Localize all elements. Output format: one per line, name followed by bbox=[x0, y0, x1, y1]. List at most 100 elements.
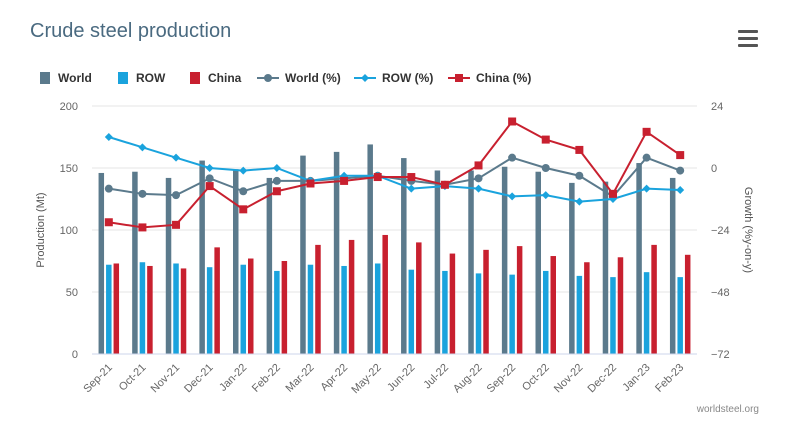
bar-row bbox=[173, 263, 179, 354]
legend-item[interactable]: ROW bbox=[118, 71, 166, 85]
bar-china bbox=[449, 253, 456, 354]
y-right-tick-label: −48 bbox=[711, 287, 730, 299]
legend-marker bbox=[264, 74, 272, 82]
x-tick-label: Nov-21 bbox=[149, 362, 183, 396]
y-left-axis-title: Production (Mt) bbox=[35, 192, 47, 267]
bar-world bbox=[165, 177, 172, 354]
point-row bbox=[272, 164, 281, 172]
point-china bbox=[373, 173, 382, 182]
chart-title: Crude steel production bbox=[30, 20, 232, 42]
x-tick-label: Jan-23 bbox=[620, 362, 652, 394]
x-tick-label: Apr-22 bbox=[318, 362, 350, 394]
bar-world bbox=[199, 160, 205, 354]
y-left-tick-label: 50 bbox=[66, 287, 78, 299]
bar-series bbox=[98, 144, 691, 354]
y-left-tick-label: 200 bbox=[60, 101, 78, 113]
bar-world bbox=[266, 177, 273, 354]
bar-china bbox=[416, 242, 422, 354]
legend-label: World (%) bbox=[285, 71, 341, 85]
legend-item[interactable]: World (%) bbox=[257, 71, 341, 85]
x-tick-label: Aug-22 bbox=[451, 362, 485, 396]
bar-row bbox=[307, 264, 314, 354]
bar-world bbox=[98, 172, 105, 354]
y-right-tick-label: −72 bbox=[711, 349, 730, 361]
bar-world bbox=[501, 166, 508, 354]
bar-row bbox=[677, 277, 683, 354]
x-tick-label: Oct-21 bbox=[117, 362, 149, 394]
bar-row bbox=[341, 265, 347, 354]
credits-text[interactable]: worldsteel.org bbox=[696, 404, 759, 415]
legend-item[interactable]: ROW (%) bbox=[354, 71, 433, 85]
bar-world bbox=[669, 177, 676, 354]
line-china bbox=[108, 120, 681, 229]
bar-row bbox=[206, 267, 213, 354]
legend-item[interactable]: China (%) bbox=[448, 71, 531, 85]
line-world bbox=[108, 156, 681, 198]
x-tick-label: Oct-22 bbox=[520, 362, 552, 394]
legend-marker bbox=[455, 74, 463, 82]
legend-label: ROW bbox=[136, 71, 166, 85]
bar-row bbox=[106, 264, 112, 354]
legend-label: ROW (%) bbox=[382, 71, 433, 85]
bar-china bbox=[248, 258, 254, 354]
point-row bbox=[407, 184, 416, 193]
bar-row bbox=[442, 270, 448, 354]
legend-swatch bbox=[118, 72, 128, 84]
bar-world bbox=[333, 151, 340, 354]
bar-row bbox=[374, 263, 381, 354]
bar-row bbox=[576, 275, 583, 354]
line-series bbox=[104, 117, 685, 232]
point-row bbox=[541, 191, 550, 200]
point-world bbox=[239, 187, 248, 196]
point-china bbox=[642, 127, 651, 136]
legend-label: China (%) bbox=[476, 71, 531, 85]
bar-world bbox=[300, 155, 306, 354]
point-world bbox=[138, 189, 147, 198]
x-tick-label: Sep-21 bbox=[81, 362, 115, 396]
bar-china bbox=[214, 247, 220, 354]
point-world bbox=[642, 153, 651, 162]
point-row bbox=[676, 185, 685, 194]
point-china bbox=[541, 135, 550, 144]
bar-world bbox=[367, 144, 373, 354]
hamburger-menu-icon[interactable] bbox=[738, 30, 758, 48]
bar-china bbox=[281, 261, 288, 354]
y-right-axis-title: Growth (%y-on-y) bbox=[742, 187, 754, 273]
bar-row bbox=[274, 270, 280, 354]
bar-china bbox=[651, 244, 657, 354]
legend-item[interactable]: World bbox=[40, 71, 92, 85]
legend-swatch bbox=[190, 72, 200, 84]
point-china bbox=[575, 145, 584, 154]
x-tick-label: May-22 bbox=[349, 362, 383, 396]
y-right-tick-label: 24 bbox=[711, 101, 723, 113]
bar-world bbox=[569, 182, 575, 354]
point-china bbox=[306, 179, 315, 188]
bar-china bbox=[483, 249, 489, 354]
x-tick-label: Nov-22 bbox=[552, 362, 586, 396]
y-right-tick-label: 0 bbox=[711, 163, 717, 175]
legend-label: World bbox=[58, 71, 92, 85]
bar-world bbox=[401, 158, 407, 354]
bar-world bbox=[132, 171, 138, 354]
point-china bbox=[104, 218, 113, 227]
bar-row bbox=[643, 272, 650, 354]
legend-item[interactable]: China bbox=[190, 71, 242, 85]
point-world bbox=[474, 174, 483, 183]
bar-world bbox=[233, 169, 239, 354]
bar-world bbox=[434, 170, 441, 354]
x-tick-label: Jul-22 bbox=[421, 362, 451, 392]
bar-china bbox=[315, 244, 321, 354]
point-world bbox=[575, 171, 584, 180]
point-row bbox=[172, 153, 181, 162]
y-left-tick-label: 0 bbox=[72, 349, 78, 361]
legend: World ROW China World (%) ROW (%) China (%) bbox=[40, 71, 531, 85]
point-china bbox=[172, 220, 181, 229]
legend-label: China bbox=[208, 71, 242, 85]
point-china bbox=[474, 161, 483, 170]
bar-china bbox=[348, 239, 355, 354]
bar-china bbox=[382, 234, 388, 354]
point-row bbox=[205, 164, 214, 172]
point-china bbox=[440, 180, 449, 189]
point-world bbox=[272, 176, 281, 185]
